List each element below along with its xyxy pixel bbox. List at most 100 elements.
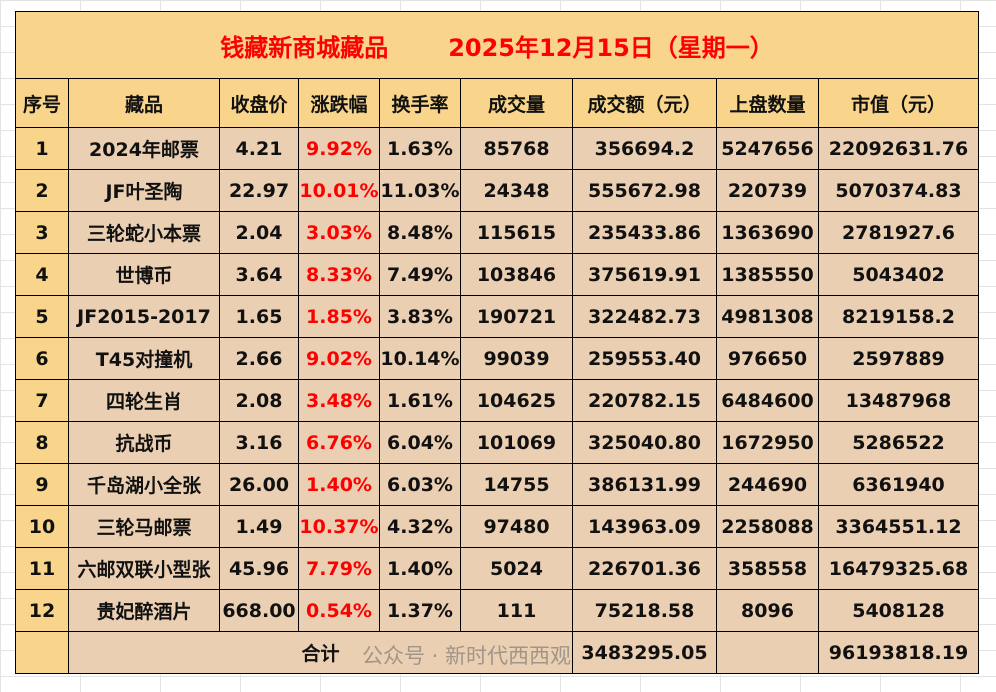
table-cell: 1.65 — [219, 295, 299, 338]
table-cell: 三轮蛇小本票 — [68, 211, 220, 254]
table-cell: 103846 — [460, 253, 573, 296]
table-cell: 9.02% — [298, 337, 380, 380]
table-cell: 2 — [15, 169, 69, 212]
table-cell: 2258088 — [716, 505, 819, 548]
table-cell: 1.40% — [379, 547, 461, 590]
total-label: 合计 — [68, 631, 573, 674]
table-cell: 1363690 — [716, 211, 819, 254]
table-cell: 2597889 — [818, 337, 979, 380]
table-cell: 贵妃醉酒片 — [68, 589, 220, 632]
table-cell: 11.03% — [379, 169, 461, 212]
table-cell: 22092631.76 — [818, 127, 979, 170]
column-header: 换手率 — [379, 78, 461, 128]
table-cell: 1.49 — [219, 505, 299, 548]
title-row: 钱藏新商城藏品 2025年12月15日（星期一） — [15, 11, 979, 79]
table-cell: 4 — [15, 253, 69, 296]
table-cell: 1.85% — [298, 295, 380, 338]
table-cell: 5070374.83 — [818, 169, 979, 212]
table-cell: 6.03% — [379, 463, 461, 506]
table-cell: 4.21 — [219, 127, 299, 170]
table-cell: 2024年邮票 — [68, 127, 220, 170]
table-row: 1 2024年邮票 4.21 9.92% 1.63% 85768 356694.2 52476… — [15, 127, 979, 170]
table-cell: 5408128 — [818, 589, 979, 632]
table-row: 4 世博币 3.64 8.33% 7.49% 103846 375619.91 1385550… — [15, 253, 979, 296]
table-cell: 325040.80 — [572, 421, 717, 464]
total-market-value: 96193818.19 — [818, 631, 979, 674]
table-cell: 13487968 — [818, 379, 979, 422]
table-cell: 8096 — [716, 589, 819, 632]
table-cell: 104625 — [460, 379, 573, 422]
column-header: 收盘价 — [219, 78, 299, 128]
table-cell: 358558 — [716, 547, 819, 590]
table-cell: 11 — [15, 547, 69, 590]
table-cell: 8219158.2 — [818, 295, 979, 338]
table-row: 5 JF2015-2017 1.65 1.85% 3.83% 190721 322482.7… — [15, 295, 979, 338]
table-cell: 12 — [15, 589, 69, 632]
table-cell: 5247656 — [716, 127, 819, 170]
table-cell: 976650 — [716, 337, 819, 380]
table-cell: 3.16 — [219, 421, 299, 464]
table-cell: T45对撞机 — [68, 337, 220, 380]
table-cell: 555672.98 — [572, 169, 717, 212]
table-cell: 85768 — [460, 127, 573, 170]
table-cell: JF叶圣陶 — [68, 169, 220, 212]
table-cell — [716, 631, 819, 674]
table-cell: 6 — [15, 337, 69, 380]
table-cell: 6.04% — [379, 421, 461, 464]
table-cell: 14755 — [460, 463, 573, 506]
table-cell: 1 — [15, 127, 69, 170]
table-row: 9 千岛湖小全张 26.00 1.40% 6.03% 14755 386131.99 2446… — [15, 463, 979, 506]
table-cell: 2.66 — [219, 337, 299, 380]
table-row: 12 贵妃醉酒片 668.00 0.54% 1.37% 111 75218.58 8096 54… — [15, 589, 979, 632]
table-cell: 3.48% — [298, 379, 380, 422]
table-cell: 244690 — [716, 463, 819, 506]
total-amount: 3483295.05 — [572, 631, 717, 674]
table-cell: 1.61% — [379, 379, 461, 422]
column-header: 成交额（元） — [572, 78, 717, 128]
table-cell: 6361940 — [818, 463, 979, 506]
table-cell: 115615 — [460, 211, 573, 254]
table-cell: 8.48% — [379, 211, 461, 254]
table-cell: 375619.91 — [572, 253, 717, 296]
table-cell: 2.08 — [219, 379, 299, 422]
table-cell: 8.33% — [298, 253, 380, 296]
table-cell: 7.49% — [379, 253, 461, 296]
total-row: 合计 3483295.05 96193818.19 — [15, 631, 979, 674]
table-cell: 3364551.12 — [818, 505, 979, 548]
table-cell: 7 — [15, 379, 69, 422]
table-cell: 3.03% — [298, 211, 380, 254]
table-cell: 3 — [15, 211, 69, 254]
table-row: 2 JF叶圣陶 22.97 10.01% 11.03% 24348 555672.98 220… — [15, 169, 979, 212]
table-cell: 7.79% — [298, 547, 380, 590]
column-header: 上盘数量 — [716, 78, 819, 128]
table-cell: JF2015-2017 — [68, 295, 220, 338]
table-cell: 1.40% — [298, 463, 380, 506]
column-header: 市值（元） — [818, 78, 979, 128]
table-cell: 6.76% — [298, 421, 380, 464]
table-cell: 190721 — [460, 295, 573, 338]
price-table: 钱藏新商城藏品 2025年12月15日（星期一） 序号 藏品 收盘价 涨跌幅 换手率 成交量… — [15, 11, 979, 674]
table-cell: 8 — [15, 421, 69, 464]
table-cell: 101069 — [460, 421, 573, 464]
table-cell: 3.83% — [379, 295, 461, 338]
table-cell: 386131.99 — [572, 463, 717, 506]
title-date: 2025年12月15日（星期一） — [448, 33, 774, 62]
table-cell: 220782.15 — [572, 379, 717, 422]
table-cell: 668.00 — [219, 589, 299, 632]
table-row: 7 四轮生肖 2.08 3.48% 1.61% 104625 220782.15 648460… — [15, 379, 979, 422]
table-cell: 1.37% — [379, 589, 461, 632]
table-cell: 22.97 — [219, 169, 299, 212]
table-cell: 5286522 — [818, 421, 979, 464]
table-cell: 9 — [15, 463, 69, 506]
table-cell: 10.01% — [298, 169, 380, 212]
table-cell: 322482.73 — [572, 295, 717, 338]
table-cell: 259553.40 — [572, 337, 717, 380]
table-cell: 97480 — [460, 505, 573, 548]
column-header: 序号 — [15, 78, 69, 128]
header-row: 序号 藏品 收盘价 涨跌幅 换手率 成交量 成交额（元） 上盘数量 市值（元） — [15, 78, 979, 128]
table-cell: 1.63% — [379, 127, 461, 170]
table-cell: 世博币 — [68, 253, 220, 296]
table-cell: 六邮双联小型张 — [68, 547, 220, 590]
table-cell: 10.14% — [379, 337, 461, 380]
table-row: 3 三轮蛇小本票 2.04 3.03% 8.48% 115615 235433.86 1363… — [15, 211, 979, 254]
